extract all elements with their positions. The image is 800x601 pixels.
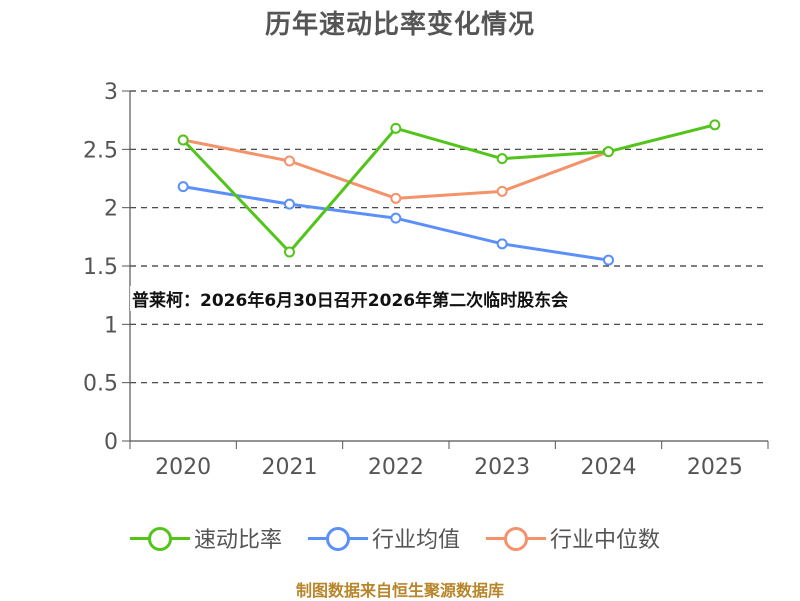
chart-title: 历年速动比率变化情况 [264,10,535,40]
x-tick-label: 2023 [474,455,530,480]
data-point [390,122,402,134]
data-point [496,185,508,197]
y-tick-label: 2.5 [83,138,118,163]
y-tick-label: 0.5 [83,372,118,397]
series-layer [177,119,721,266]
data-point [177,134,189,146]
x-tick-label: 2025 [687,455,743,480]
data-point [603,146,614,158]
data-point [390,192,402,204]
legend-marker [326,527,350,551]
grid-layer [130,90,768,384]
data-point [496,153,508,165]
y-tick-label: 1 [104,313,118,338]
data-point [284,198,295,210]
legend-item-quick-ratio[interactable]: 速动比率 [130,520,282,556]
data-point [496,238,508,250]
legend-item-industry-mean[interactable]: 行业均值 [308,520,460,556]
chart-legend: 速动比率 行业均值 行业中位数 [0,520,800,556]
legend-label-industry-mean: 行业均值 [372,528,461,553]
axis-layer: 0 0.5 1 1.5 2 2.5 3 2020 2021 2022 2023 2024 2025 [83,80,769,480]
x-tick-label: 2024 [581,455,637,480]
data-point [390,212,402,224]
legend-label-industry-median: 行业中位数 [550,528,661,553]
data-point [709,119,721,131]
legend-label-quick-ratio: 速动比率 [194,528,283,553]
legend-swatch-industry-median [486,520,546,556]
data-point [603,254,614,266]
legend-marker [148,527,172,551]
legend-swatch-industry-mean [308,520,368,556]
data-source-note: 制图数据来自恒生聚源数据库 [295,581,504,600]
y-tick-label: 1.5 [83,255,118,280]
legend-item-industry-median[interactable]: 行业中位数 [486,520,660,556]
y-tick-label: 2 [104,197,118,222]
data-point [284,155,295,167]
data-point [177,181,189,193]
y-tick-label: 0 [104,430,118,455]
x-tick-label: 2021 [262,455,318,480]
legend-marker [504,527,528,551]
series-line [182,123,716,254]
news-headline[interactable]: 普莱柯：2026年6月30日召开2026年第二次临时股东会 [130,286,571,311]
x-tick-label: 2020 [155,455,211,480]
legend-swatch-quick-ratio [130,520,190,556]
y-tick-label: 3 [104,80,118,105]
x-tick-label: 2022 [368,455,424,480]
data-point [284,246,295,258]
